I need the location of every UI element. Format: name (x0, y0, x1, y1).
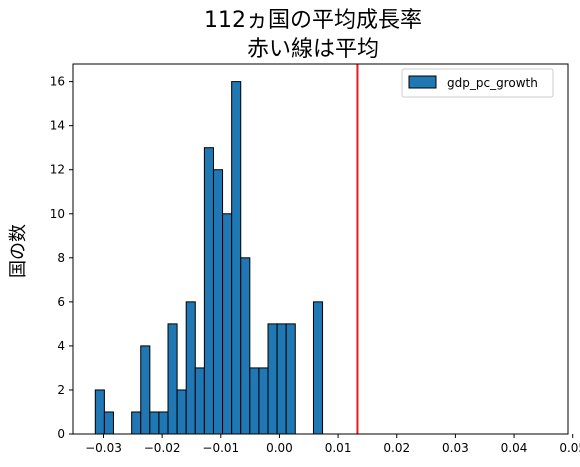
bar-group (94, 81, 324, 435)
histogram-bar (203, 147, 214, 435)
x-tick-label: −0.01 (202, 441, 239, 455)
histogram-bar (285, 323, 296, 435)
legend-swatch (408, 75, 437, 89)
y-tick-label: 4 (57, 339, 65, 353)
chart-title-line-1: 112ヵ国の平均成長率 (204, 8, 422, 33)
histogram-bar (103, 411, 114, 435)
y-tick-label: 0 (57, 427, 65, 441)
x-axis: −0.03 −0.02 −0.01 0.00 0.01 0.02 0.03 0.04 0.05 (85, 434, 580, 455)
histogram-bar (194, 367, 205, 435)
y-axis-label: 国の数 (8, 224, 29, 278)
x-tick-label: 0.05 (559, 441, 580, 455)
histogram-bar (267, 323, 278, 435)
y-tick-label: 14 (50, 119, 65, 133)
y-tick-label: 16 (50, 75, 65, 89)
histogram-bar (249, 367, 260, 435)
plot-frame (72, 63, 569, 435)
chart-title: 112ヵ国の平均成長率 赤い線は平均 (204, 8, 422, 62)
x-tick-label: 0.01 (325, 441, 352, 455)
histogram-bar (140, 345, 151, 435)
histogram-bar (158, 411, 169, 435)
y-axis: 0 2 4 6 8 10 12 14 16 (50, 75, 73, 441)
y-tick-label: 6 (57, 295, 65, 309)
y-tick-label: 8 (57, 251, 65, 265)
histogram-bar (312, 301, 324, 435)
histogram-bar (231, 81, 242, 435)
histogram-bar (212, 169, 224, 435)
histogram-bar (222, 213, 233, 435)
histogram-bar (185, 301, 196, 435)
histogram-bar (240, 257, 251, 435)
x-tick-label: 0.00 (266, 441, 293, 455)
y-tick-label: 2 (57, 383, 65, 397)
x-tick-label: 0.03 (442, 441, 469, 455)
legend-label-gdp-pc-growth: gdp_pc_growth (447, 76, 538, 90)
x-tick-label: −0.03 (85, 441, 122, 455)
legend: gdp_pc_growth (401, 68, 554, 98)
x-tick-label: 0.04 (501, 441, 528, 455)
histogram-bar (258, 367, 269, 435)
histogram-bar (176, 389, 187, 435)
histogram-bar (167, 323, 178, 435)
chart-title-line-2: 赤い線は平均 (247, 37, 379, 62)
x-tick-label: −0.02 (144, 441, 181, 455)
histogram-bar (149, 411, 160, 435)
y-tick-label: 12 (50, 163, 65, 177)
histogram-bar (276, 323, 287, 435)
legend-box (401, 68, 554, 98)
histogram-bar (94, 389, 105, 435)
histogram-bar (131, 411, 142, 435)
y-tick-label: 10 (50, 207, 65, 221)
x-tick-label: 0.02 (383, 441, 410, 455)
